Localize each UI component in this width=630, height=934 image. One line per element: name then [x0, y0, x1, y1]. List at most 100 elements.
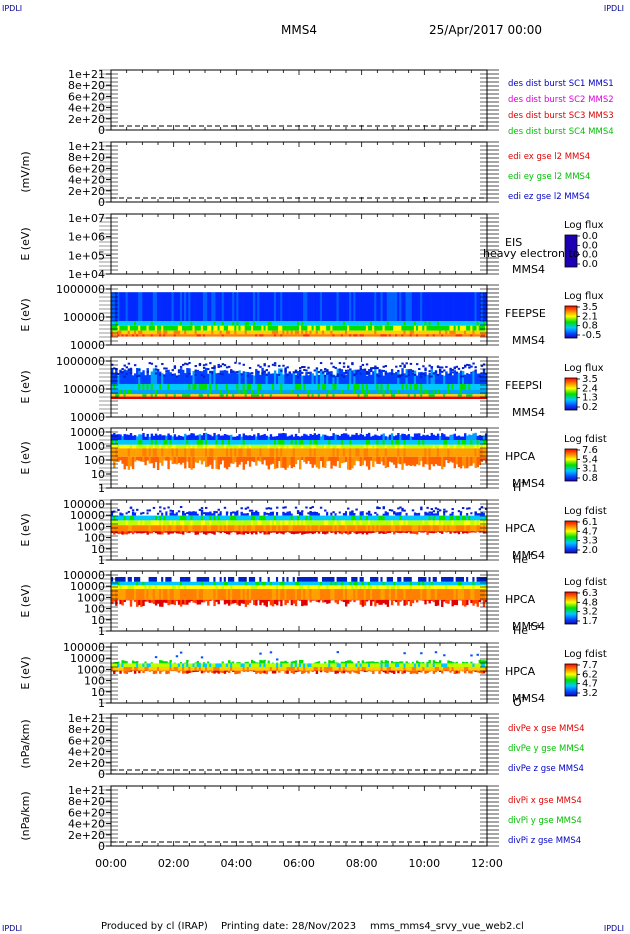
- spectrogram-cell: [248, 448, 252, 457]
- spectrogram-cell: [372, 325, 375, 331]
- spectrogram-cell: [146, 394, 149, 397]
- spectrogram-cell: [217, 330, 220, 335]
- spectrogram-cell: [146, 334, 149, 337]
- spectrogram-cell: [380, 444, 383, 449]
- spectrogram-cell: [401, 531, 404, 533]
- spectrogram-cell: [255, 520, 258, 526]
- spectrogram-cell: [290, 330, 294, 335]
- spectrogram-cell: [184, 513, 187, 516]
- spectrogram-cell: [342, 520, 346, 526]
- spectrogram-cell: [276, 436, 279, 440]
- spectrogram-speckle: [159, 510, 162, 513]
- spectrogram-cell: [336, 434, 339, 440]
- spectrogram-cell: [424, 330, 427, 335]
- spectrogram-cell: [205, 448, 208, 457]
- spectrogram-speckle: [428, 511, 431, 514]
- spectrogram-cell: [321, 292, 325, 321]
- colorbar-tick-label: 0.8: [582, 321, 598, 332]
- spectrogram-cell: [129, 292, 133, 321]
- spectrogram-speckle: [125, 366, 129, 369]
- spectrogram-cell: [342, 390, 346, 395]
- spectrogram-speckle: [393, 512, 396, 515]
- spectrogram-cell: [424, 394, 427, 397]
- spectrogram-cell: [230, 292, 233, 321]
- spectrogram-cell: [121, 384, 124, 390]
- spectrogram-cell: [466, 292, 469, 321]
- spectrogram-cell: [449, 369, 452, 384]
- spectrogram-cell: [117, 589, 120, 600]
- spectrogram-cell: [334, 520, 337, 526]
- spectrogram-cell: [474, 432, 477, 440]
- spectrogram-cell: [386, 321, 390, 326]
- spectrogram-cell: [117, 599, 120, 601]
- spectrogram-cell: [422, 515, 425, 521]
- spectrogram-cell: [426, 394, 429, 397]
- spectrogram-cell: [432, 515, 436, 521]
- spectrogram-cell: [374, 525, 377, 532]
- spectrogram-cell: [125, 444, 129, 449]
- spectrogram-cell: [451, 525, 454, 532]
- spectrogram-cell: [336, 525, 339, 532]
- spectrogram-cell: [179, 520, 183, 526]
- colorbar-tick-label: 2.0: [582, 545, 598, 556]
- spectrogram-cell: [169, 372, 172, 384]
- spectrogram-cell: [459, 330, 463, 335]
- spectrogram-cell: [169, 515, 172, 521]
- spectrogram-cell: [136, 396, 139, 399]
- spectrogram-cell: [263, 384, 266, 390]
- spectrogram-cell: [182, 515, 185, 521]
- legend-entry: des dist burst SC4 MMS4: [508, 127, 614, 137]
- spectrogram-cell: [182, 334, 185, 337]
- spectrogram-cell: [121, 599, 124, 606]
- spectrogram-cell: [219, 390, 223, 395]
- spectrogram-cell: [244, 513, 248, 516]
- spectrogram-cell: [271, 525, 275, 532]
- spectrogram-cell: [177, 374, 181, 384]
- spectrogram-cell: [282, 525, 285, 532]
- spectrogram-cell: [159, 513, 162, 516]
- spectrogram-cell: [359, 515, 362, 521]
- spectrogram-cell: [119, 390, 122, 395]
- spectrogram-cell: [441, 525, 444, 532]
- spectrogram-cell: [420, 531, 423, 533]
- spectrogram-cell: [207, 456, 210, 467]
- spectrogram-speckle: [342, 375, 346, 378]
- spectrogram-cell: [271, 396, 275, 399]
- spectrogram-cell: [332, 512, 335, 516]
- spectrogram-cell: [395, 440, 398, 445]
- spectrogram-cell: [459, 334, 463, 337]
- spectrogram-cell: [453, 433, 456, 440]
- spectrogram-cell: [478, 515, 482, 521]
- spectrogram-cell: [307, 396, 310, 399]
- spectrogram-cell: [223, 334, 227, 337]
- spectrogram-cell: [146, 515, 149, 521]
- spectrogram-cell: [309, 433, 312, 440]
- spectrogram-speckle: [276, 512, 279, 515]
- spectrogram-cell: [261, 531, 264, 533]
- spectrogram-cell: [113, 292, 116, 321]
- spectrogram-cell: [445, 440, 448, 445]
- spectrogram-cell: [401, 396, 404, 399]
- spectrogram-cell: [186, 444, 189, 449]
- spectrogram-cell: [409, 292, 413, 321]
- spectrogram-cell: [194, 330, 197, 335]
- spectrogram-cell: [380, 292, 383, 321]
- spectrogram-cell: [156, 330, 160, 335]
- spectrogram-cell: [144, 515, 147, 521]
- spectrogram-cell: [119, 334, 122, 337]
- y-tick-label: 1e+05: [68, 249, 105, 262]
- spectrogram-cell: [447, 525, 450, 532]
- spectrogram-cell: [267, 325, 271, 331]
- spectrogram-cell: [428, 440, 431, 445]
- spectrogram-cell: [370, 531, 373, 534]
- spectrogram-cell: [129, 370, 133, 384]
- spectrogram-cell: [140, 396, 143, 399]
- spectrogram-cell: [347, 440, 350, 445]
- spectrogram-cell: [382, 456, 385, 466]
- spectrogram-speckle: [129, 367, 133, 370]
- spectrogram-cell: [238, 525, 241, 532]
- spectrogram-cell: [455, 292, 459, 321]
- spectrogram-cell: [242, 321, 245, 326]
- spectrogram-speckle: [342, 365, 346, 368]
- spectrogram-cell: [361, 394, 365, 397]
